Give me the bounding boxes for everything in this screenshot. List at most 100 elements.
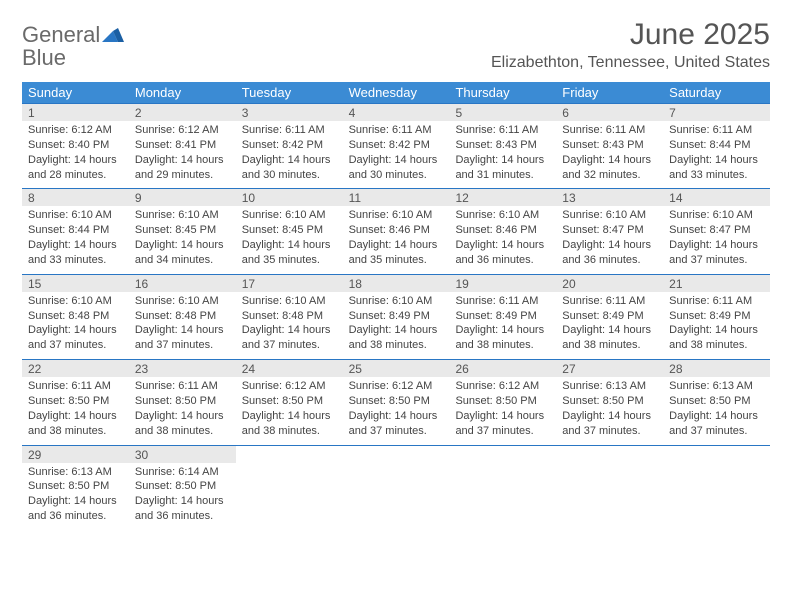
daylight-text: Daylight: 14 hours and 30 minutes.	[242, 153, 337, 183]
daylight-text: Daylight: 14 hours and 36 minutes.	[28, 494, 123, 524]
daylight-text: Daylight: 14 hours and 36 minutes.	[562, 238, 657, 268]
week-number-row: 1234567	[22, 103, 770, 121]
sunrise-text: Sunrise: 6:11 AM	[562, 123, 657, 138]
sunrise-text: Sunrise: 6:10 AM	[135, 294, 230, 309]
day-number: 24	[242, 362, 337, 376]
sunrise-text: Sunrise: 6:11 AM	[669, 123, 764, 138]
day-content-cell: Sunrise: 6:11 AMSunset: 8:43 PMDaylight:…	[556, 121, 663, 188]
day-number-cell: 22	[22, 359, 129, 377]
day-number-cell: 19	[449, 274, 556, 292]
day-number: 18	[349, 277, 444, 291]
day-number-cell	[449, 445, 556, 463]
day-number: 20	[562, 277, 657, 291]
daylight-text: Daylight: 14 hours and 30 minutes.	[349, 153, 444, 183]
sunrise-text: Sunrise: 6:10 AM	[562, 208, 657, 223]
week-number-row: 22 23 24 25 26 27 28	[22, 359, 770, 377]
calendar-page: General Blue June 2025 Elizabethton, Ten…	[0, 0, 792, 548]
day-number: 22	[28, 362, 123, 376]
sunrise-text: Sunrise: 6:10 AM	[349, 208, 444, 223]
sunrise-text: Sunrise: 6:13 AM	[28, 465, 123, 480]
day-number-cell: 11	[343, 188, 450, 206]
day-content-cell: Sunrise: 6:10 AMSunset: 8:45 PMDaylight:…	[129, 206, 236, 273]
day-number: 23	[135, 362, 230, 376]
sunrise-text: Sunrise: 6:13 AM	[562, 379, 657, 394]
day-number-cell: 29	[22, 445, 129, 463]
sunset-text: Sunset: 8:50 PM	[669, 394, 764, 409]
day-content-cell: Sunrise: 6:12 AMSunset: 8:41 PMDaylight:…	[129, 121, 236, 188]
sunset-text: Sunset: 8:42 PM	[349, 138, 444, 153]
sunset-text: Sunset: 8:49 PM	[669, 309, 764, 324]
day-number: 25	[349, 362, 444, 376]
dow-thursday: Thursday	[449, 82, 556, 103]
day-number: 2	[135, 106, 230, 120]
title-block: June 2025 Elizabethton, Tennessee, Unite…	[491, 18, 770, 72]
brand-text: General Blue	[22, 24, 124, 70]
day-number-cell: 28	[663, 359, 770, 377]
sunset-text: Sunset: 8:49 PM	[562, 309, 657, 324]
day-number: 6	[562, 106, 657, 120]
daylight-text: Daylight: 14 hours and 37 minutes.	[349, 409, 444, 439]
dow-monday: Monday	[129, 82, 236, 103]
daylight-text: Daylight: 14 hours and 38 minutes.	[562, 323, 657, 353]
sunset-text: Sunset: 8:43 PM	[562, 138, 657, 153]
calendar-grid: Sunday Monday Tuesday Wednesday Thursday…	[22, 82, 770, 530]
sunrise-text: Sunrise: 6:10 AM	[28, 294, 123, 309]
day-content-cell: Sunrise: 6:10 AMSunset: 8:46 PMDaylight:…	[343, 206, 450, 273]
day-number-cell	[236, 445, 343, 463]
daylight-text: Daylight: 14 hours and 37 minutes.	[455, 409, 550, 439]
day-content-cell: Sunrise: 6:11 AMSunset: 8:49 PMDaylight:…	[449, 292, 556, 359]
brand-text-1: General	[22, 22, 100, 47]
sunset-text: Sunset: 8:50 PM	[562, 394, 657, 409]
sunrise-text: Sunrise: 6:10 AM	[669, 208, 764, 223]
daylight-text: Daylight: 14 hours and 33 minutes.	[669, 153, 764, 183]
week-content-row: Sunrise: 6:10 AMSunset: 8:44 PMDaylight:…	[22, 206, 770, 273]
sunset-text: Sunset: 8:44 PM	[669, 138, 764, 153]
day-number: 27	[562, 362, 657, 376]
sunrise-text: Sunrise: 6:11 AM	[455, 294, 550, 309]
day-content-cell: Sunrise: 6:12 AMSunset: 8:50 PMDaylight:…	[449, 377, 556, 444]
sunset-text: Sunset: 8:50 PM	[455, 394, 550, 409]
day-content-cell: Sunrise: 6:13 AMSunset: 8:50 PMDaylight:…	[663, 377, 770, 444]
daylight-text: Daylight: 14 hours and 29 minutes.	[135, 153, 230, 183]
day-number-cell	[663, 445, 770, 463]
day-number-cell: 5	[449, 103, 556, 121]
day-number-cell: 6	[556, 103, 663, 121]
day-number: 7	[669, 106, 764, 120]
day-number-cell: 23	[129, 359, 236, 377]
day-number: 3	[242, 106, 337, 120]
sunrise-text: Sunrise: 6:14 AM	[135, 465, 230, 480]
day-content-cell: Sunrise: 6:11 AMSunset: 8:50 PMDaylight:…	[129, 377, 236, 444]
dow-saturday: Saturday	[663, 82, 770, 103]
dow-sunday: Sunday	[22, 82, 129, 103]
days-of-week-header: Sunday Monday Tuesday Wednesday Thursday…	[22, 82, 770, 103]
daylight-text: Daylight: 14 hours and 35 minutes.	[242, 238, 337, 268]
day-number-cell: 16	[129, 274, 236, 292]
daylight-text: Daylight: 14 hours and 38 minutes.	[669, 323, 764, 353]
day-number-cell: 27	[556, 359, 663, 377]
sunrise-text: Sunrise: 6:11 AM	[28, 379, 123, 394]
day-number: 26	[455, 362, 550, 376]
day-number-cell	[556, 445, 663, 463]
day-number: 4	[349, 106, 444, 120]
sunset-text: Sunset: 8:47 PM	[562, 223, 657, 238]
day-content-cell: Sunrise: 6:12 AMSunset: 8:40 PMDaylight:…	[22, 121, 129, 188]
day-content-cell: Sunrise: 6:13 AMSunset: 8:50 PMDaylight:…	[556, 377, 663, 444]
day-number-cell: 13	[556, 188, 663, 206]
sunrise-text: Sunrise: 6:11 AM	[135, 379, 230, 394]
day-number: 17	[242, 277, 337, 291]
daylight-text: Daylight: 14 hours and 31 minutes.	[455, 153, 550, 183]
day-content-cell	[663, 463, 770, 530]
page-title: June 2025	[491, 18, 770, 52]
sunrise-text: Sunrise: 6:12 AM	[455, 379, 550, 394]
daylight-text: Daylight: 14 hours and 37 minutes.	[28, 323, 123, 353]
day-number-cell: 2	[129, 103, 236, 121]
sunset-text: Sunset: 8:41 PM	[135, 138, 230, 153]
sunset-text: Sunset: 8:47 PM	[669, 223, 764, 238]
week-content-row: Sunrise: 6:11 AMSunset: 8:50 PMDaylight:…	[22, 377, 770, 444]
sunset-text: Sunset: 8:49 PM	[455, 309, 550, 324]
day-number-cell: 8	[22, 188, 129, 206]
day-content-cell: Sunrise: 6:14 AMSunset: 8:50 PMDaylight:…	[129, 463, 236, 530]
sunset-text: Sunset: 8:50 PM	[349, 394, 444, 409]
day-number-cell: 21	[663, 274, 770, 292]
sunrise-text: Sunrise: 6:10 AM	[135, 208, 230, 223]
